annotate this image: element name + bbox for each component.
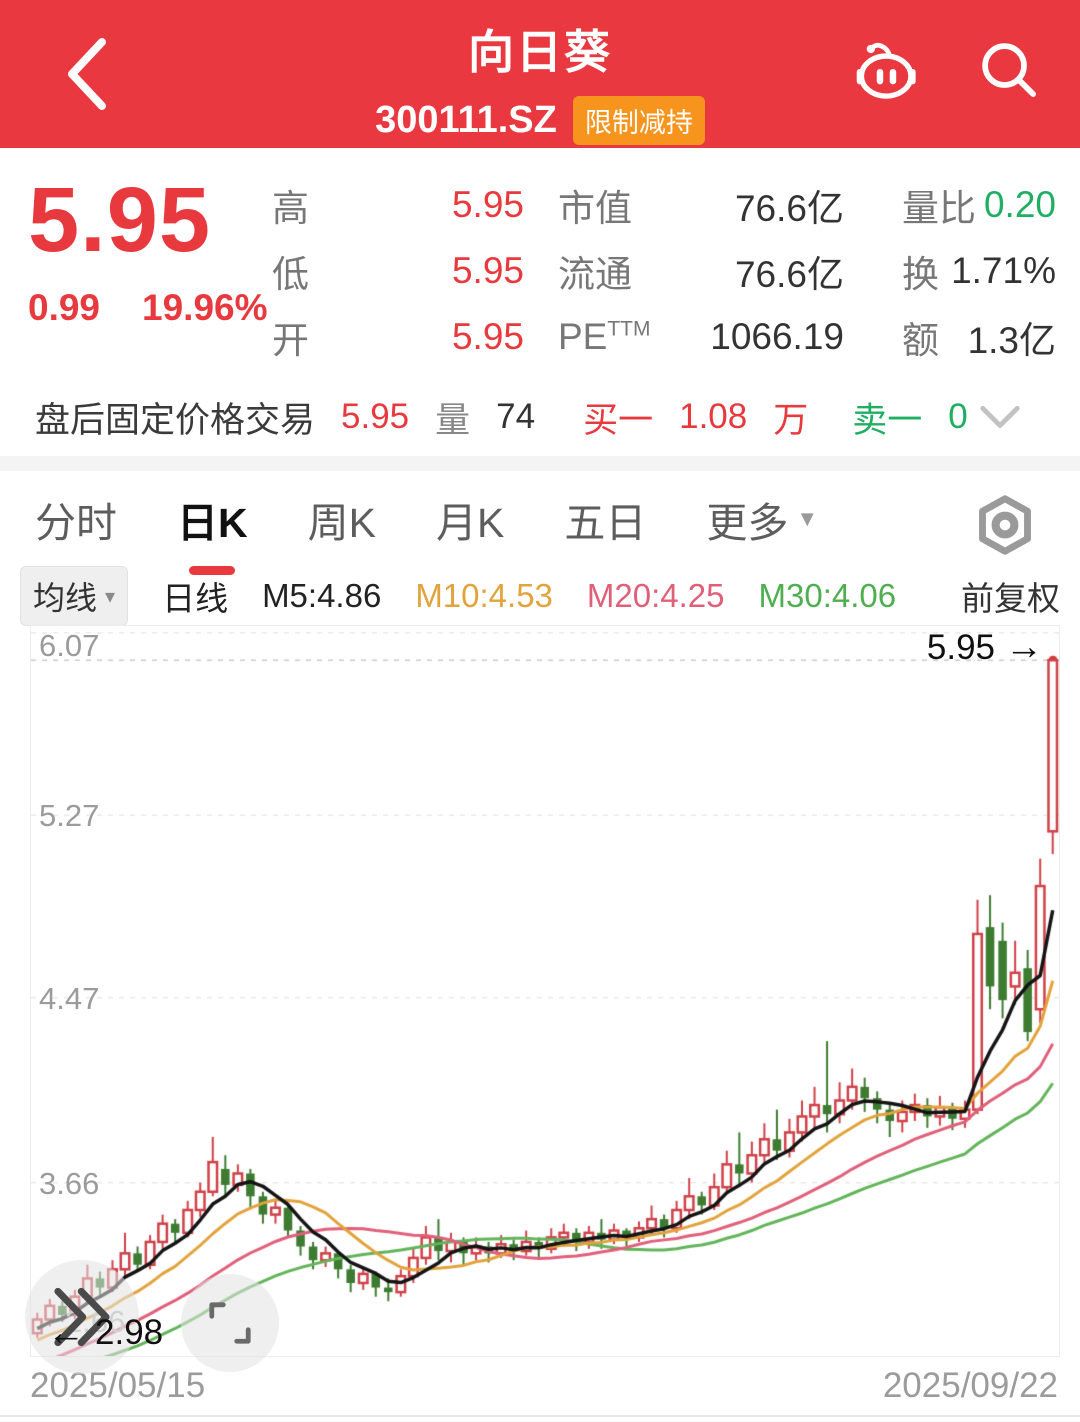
afterhours-volume: 74	[496, 397, 536, 436]
date-end: 2025/09/22	[882, 1366, 1058, 1405]
last-price: 5.95	[28, 169, 212, 271]
afterhours-price: 5.95	[341, 397, 410, 436]
ask1-label: 卖一	[852, 400, 923, 440]
date-start: 2025/05/15	[30, 1366, 206, 1405]
assistant-robot-icon[interactable]	[846, 36, 924, 102]
stat-value: 1.71%	[951, 250, 1056, 291]
afterhours-label: 盘后固定价格交易	[35, 400, 316, 440]
ma-selector-dropdown[interactable]: 均线 ▾	[20, 566, 129, 626]
stat-value: 1.3亿	[967, 320, 1056, 361]
scroll-history-button[interactable]	[25, 1260, 139, 1374]
stat-value: 5.95	[451, 316, 524, 357]
double-chevron-right-icon	[54, 1287, 110, 1347]
bid1-label: 买一	[583, 400, 654, 440]
stat-label: 开	[272, 320, 309, 361]
legend-ma5: M5:4.86	[262, 577, 382, 614]
stat-label: 高	[272, 188, 309, 229]
stat-label: 市值	[558, 188, 632, 229]
stock-name: 向日葵	[468, 26, 612, 78]
chart-settings-icon[interactable]	[974, 495, 1036, 555]
arrow-left-icon: ←	[47, 1311, 85, 1354]
caret-down-icon: ▼	[796, 506, 819, 531]
y-axis-label: 4.47	[39, 980, 100, 1016]
stat-label: 流通	[558, 254, 632, 295]
expand-corners-icon	[209, 1302, 251, 1344]
x-axis-dates: 2025/05/15 2025/09/22	[0, 1357, 1080, 1417]
stat-value: 5.95	[451, 250, 524, 291]
adjust-mode-toggle[interactable]: 前复权	[961, 580, 1060, 617]
stats-grid: 高 5.95 市值 76.6亿 量比 0.20 低 5.95 流通 76.6亿 换 1.71…	[272, 172, 1080, 370]
tab-minute[interactable]: 分时	[35, 500, 117, 546]
chart-period-tabs: 分时 日K 周K 月K 五日 更多 ▼	[0, 471, 1080, 567]
kline-canvas[interactable]	[31, 626, 1059, 1356]
afterhours-volume-label: 量	[435, 400, 471, 440]
y-axis-label: 6.07	[39, 628, 100, 663]
y-axis-label: 5.27	[39, 798, 100, 834]
tab-more[interactable]: 更多 ▼	[706, 500, 819, 546]
stat-label: 换	[902, 254, 939, 295]
stat-label: 量比	[902, 188, 976, 229]
legend-ma10: M10:4.53	[415, 577, 553, 614]
legend-ma20: M20:4.25	[586, 577, 725, 614]
stat-value: 5.95	[451, 184, 524, 225]
chevron-down-icon[interactable]	[978, 404, 1022, 432]
stat-value: 76.6亿	[734, 254, 844, 295]
legend-ma30: M30:4.06	[758, 577, 897, 614]
search-icon[interactable]	[976, 37, 1040, 101]
tab-weekly-k[interactable]: 周K	[307, 500, 376, 546]
stat-label: 额	[902, 320, 939, 361]
arrow-right-icon: →	[1005, 626, 1043, 668]
restriction-badge: 限制减持	[572, 96, 705, 145]
stat-label: 低	[272, 254, 309, 295]
stat-label: PETTM	[558, 316, 651, 357]
back-icon[interactable]	[58, 34, 114, 114]
bid1-value: 1.08	[679, 397, 748, 436]
bid1-unit: 万	[773, 400, 809, 440]
afterhours-trading-row[interactable]: 盘后固定价格交易 5.95 量 74 买一 1.08 万 卖一 0	[0, 378, 1080, 456]
app-header: 向日葵 300111.SZ 限制减持	[0, 0, 1080, 148]
stat-value: 0.20	[983, 184, 1056, 225]
stat-value: 1066.19	[710, 316, 844, 357]
ask1-value: 0	[948, 397, 968, 436]
quote-panel: 5.95 0.99 19.96% 高 5.95 市值 76.6亿 量比 0.20 低 5…	[0, 148, 1080, 378]
section-divider	[0, 456, 1080, 471]
current-price-annotation: 5.95 →	[926, 626, 1043, 668]
legend-period: 日线	[162, 580, 229, 617]
stat-value: 76.6亿	[734, 188, 844, 229]
header-title-block: 向日葵 300111.SZ 限制减持	[0, 16, 1080, 145]
tab-monthly-k[interactable]: 月K	[435, 500, 505, 546]
ma-legend-bar: 均线 ▾ 日线 M5:4.86 M10:4.53 M20:4.25 M30:4.…	[0, 566, 1080, 626]
tab-five-day[interactable]: 五日	[564, 500, 647, 546]
stock-code: 300111.SZ	[375, 99, 557, 141]
price-change: 0.99	[28, 286, 101, 328]
fullscreen-button[interactable]	[181, 1274, 279, 1372]
candlestick-chart[interactable]: 6.075.274.473.66 2.66 5.95 → ← 2.98	[25, 625, 1060, 1374]
y-axis-label: 3.66	[39, 1165, 100, 1201]
tab-daily-k[interactable]: 日K	[177, 489, 248, 549]
min-price-annotation: ← 2.98	[47, 1311, 164, 1354]
price-change-percent: 19.96%	[142, 286, 268, 328]
chip-caret-icon: ▾	[105, 585, 116, 608]
